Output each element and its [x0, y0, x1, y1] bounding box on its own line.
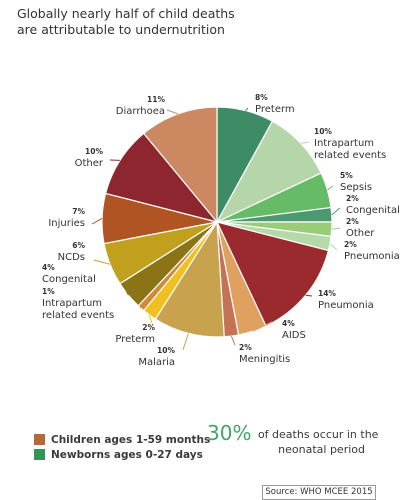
slice-name-label: Injuries [48, 218, 85, 229]
slice-name-label: related events [42, 310, 114, 321]
leader-line [166, 109, 179, 115]
slice-percentage-label: 1% [42, 287, 55, 296]
legend-item-newborns: Newborns ages 0-27 days [34, 447, 210, 462]
leader-line [329, 243, 338, 251]
leader-line [91, 217, 103, 225]
slice-percentage-label: 2% [344, 240, 357, 249]
slice-percentage-label: 10% [157, 346, 175, 355]
leader-line [327, 185, 334, 191]
legend-swatch-newborns [34, 449, 45, 460]
legend: Children ages 1-59 months Newborns ages … [34, 432, 210, 462]
slice-name-label: Other [75, 158, 104, 169]
slice-percentage-label: 4% [42, 263, 55, 272]
leader-line [121, 281, 129, 296]
slice-percentage-label: 10% [85, 147, 103, 156]
slice-name-label: Pneumonia [318, 300, 374, 311]
neonatal-stat: 30% of deaths occur in the neonatal peri… [207, 423, 397, 457]
slice-percentage-label: 5% [340, 171, 353, 180]
pie-slice [104, 132, 219, 224]
slice-name-label: Other [346, 228, 375, 239]
slice-percentage-label: 14% [318, 289, 336, 298]
source-note: Source: WHO MCEE 2015 [262, 485, 376, 500]
title-line-2: are attributable to undernutrition [17, 22, 225, 37]
leader-line [245, 107, 249, 111]
leader-line [230, 335, 236, 346]
pie-slice [142, 106, 218, 224]
slice-name-label: Preterm [115, 334, 155, 345]
stat-text-line-1: of deaths occur in the [257, 428, 379, 441]
slice-percentage-label: 10% [314, 127, 332, 136]
leader-line [182, 333, 189, 351]
legend-label-newborns: Newborns ages 0-27 days [51, 448, 203, 461]
slice-name-label: Sepsis [340, 182, 372, 193]
leader-line [305, 294, 313, 297]
legend-swatch-children [34, 434, 45, 445]
leader-line [148, 314, 153, 324]
leader-line [331, 227, 341, 230]
slice-name-label: Diarrhoea [116, 106, 165, 117]
leader-line [300, 141, 310, 144]
slice-name-label: Congenital [346, 205, 400, 216]
chart-title: Globally nearly half of child deaths are… [17, 6, 277, 38]
slice-name-label: Intrapartum [42, 298, 102, 309]
slice-percentage-label: 4% [282, 319, 295, 328]
slice-name-label: Malaria [138, 357, 175, 368]
legend-item-children: Children ages 1-59 months [34, 432, 210, 447]
slice-name-label: Congenital [42, 274, 96, 285]
slice-percentage-label: 7% [72, 207, 85, 216]
slice-percentage-label: 11% [147, 95, 165, 104]
slice-name-label: NCDs [58, 252, 85, 263]
slice-name-label: Intrapartum [314, 138, 374, 149]
slice-name-label: Meningitis [239, 354, 290, 365]
leader-line [331, 207, 341, 216]
slice-percentage-label: 6% [72, 241, 85, 250]
title-line-1: Globally nearly half of child deaths [17, 6, 235, 21]
slice-name-label: AIDS [282, 330, 306, 341]
slice-name-label: Preterm [255, 104, 295, 115]
slice-percentage-label: 2% [142, 323, 155, 332]
leader-line [252, 321, 273, 332]
slice-name-label: related events [314, 150, 386, 161]
pie-slice [154, 220, 225, 338]
stat-percentage: 30% [207, 421, 252, 445]
stat-text-line-2: neonatal period [278, 443, 365, 456]
slice-name-label: Pneumonia [344, 251, 400, 262]
slice-percentage-label: 2% [239, 343, 252, 352]
leader-line [93, 259, 111, 265]
legend-label-children: Children ages 1-59 months [51, 433, 211, 446]
slice-percentage-label: 8% [255, 93, 268, 102]
slice-percentage-label: 2% [346, 194, 359, 203]
slice-percentage-label: 2% [346, 217, 359, 226]
pie-slice [215, 120, 322, 224]
